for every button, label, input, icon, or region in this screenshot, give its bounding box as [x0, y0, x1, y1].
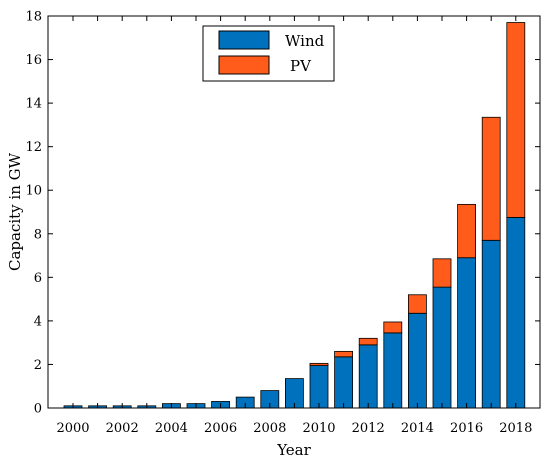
- bar-pv-2013: [383, 321, 403, 334]
- bar-wind-2011: [334, 356, 354, 409]
- legend-label-wind: Wind: [285, 32, 325, 50]
- y-tick-label: 4: [34, 314, 42, 329]
- bar-wind-2014: [407, 312, 427, 409]
- bar-pv-2018: [506, 22, 526, 218]
- y-axis-ticks: 0 2 4 6 8 10 12 14 16 18: [25, 10, 540, 417]
- bar-wind-2017: [481, 239, 501, 409]
- bar-wind-2010: [309, 365, 329, 409]
- x-axis-ticks: 2000 2002 2004 2006 2008 2010 2012 2014 2016 2018: [56, 16, 532, 436]
- bar-wind-2016: [457, 257, 477, 409]
- y-tick-label: 10: [25, 184, 42, 199]
- y-tick-label: 0: [34, 402, 42, 417]
- x-tick-label: 2008: [253, 421, 286, 436]
- x-axis-label: Year: [276, 441, 311, 459]
- y-axis-label: Capacity in GW: [6, 152, 24, 271]
- bar-wind-2013: [383, 332, 403, 409]
- x-tick-label: 2004: [155, 421, 188, 436]
- bar-pv-2014: [407, 294, 427, 314]
- x-tick-label: 2012: [352, 421, 385, 436]
- legend-swatch-pv: [218, 55, 270, 75]
- bar-pv-2011: [334, 350, 354, 358]
- bar-pv-2015: [432, 258, 452, 288]
- y-tick-label: 18: [25, 10, 42, 25]
- x-tick-label: 2002: [106, 421, 139, 436]
- legend-swatch-wind: [218, 30, 270, 50]
- bar-pv-2017: [481, 116, 501, 241]
- bar-pv-2016: [457, 203, 477, 259]
- bar-wind-2015: [432, 286, 452, 409]
- legend-label-pv: PV: [290, 57, 312, 75]
- bar-pv-2012: [358, 337, 378, 346]
- y-tick-label: 16: [25, 53, 42, 68]
- y-tick-label: 14: [25, 97, 42, 112]
- y-tick-label: 12: [25, 140, 42, 155]
- bars-layer: [63, 22, 526, 409]
- bar-wind-2012: [358, 344, 378, 409]
- x-tick-label: 2014: [401, 421, 434, 436]
- legend: Wind PV: [202, 25, 335, 82]
- bar-wind-2018: [506, 217, 526, 409]
- x-tick-label: 2018: [499, 421, 532, 436]
- x-tick-label: 2000: [56, 421, 89, 436]
- y-tick-label: 8: [34, 227, 42, 242]
- y-tick-label: 2: [34, 358, 42, 373]
- y-tick-label: 6: [34, 271, 42, 286]
- bar-pv-2010: [309, 362, 329, 366]
- x-tick-label: 2016: [450, 421, 483, 436]
- x-tick-label: 2006: [204, 421, 237, 436]
- x-tick-label: 2010: [302, 421, 335, 436]
